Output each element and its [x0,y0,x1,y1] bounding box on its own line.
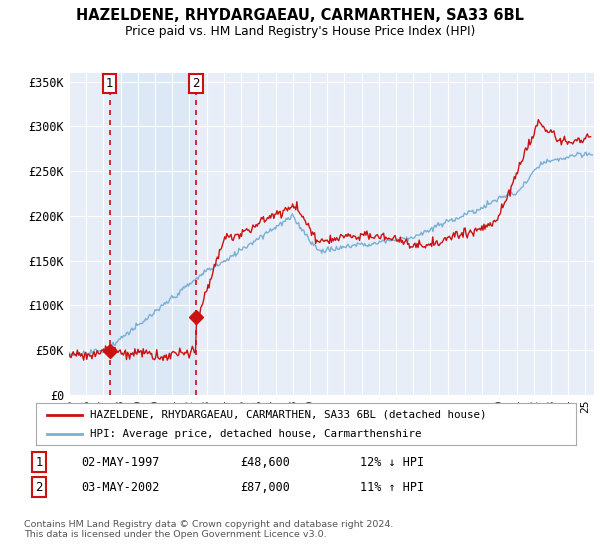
Text: 2: 2 [192,77,200,90]
Text: 1: 1 [35,455,43,469]
Text: Contains HM Land Registry data © Crown copyright and database right 2024.
This d: Contains HM Land Registry data © Crown c… [24,520,394,539]
Text: HAZELDENE, RHYDARGAEAU, CARMARTHEN, SA33 6BL: HAZELDENE, RHYDARGAEAU, CARMARTHEN, SA33… [76,8,524,24]
Text: Price paid vs. HM Land Registry's House Price Index (HPI): Price paid vs. HM Land Registry's House … [125,25,475,38]
Text: £87,000: £87,000 [240,480,290,494]
Text: HAZELDENE, RHYDARGAEAU, CARMARTHEN, SA33 6BL (detached house): HAZELDENE, RHYDARGAEAU, CARMARTHEN, SA33… [90,409,487,419]
Bar [110,73,196,395]
Text: 02-MAY-1997: 02-MAY-1997 [81,455,160,469]
Text: 03-MAY-2002: 03-MAY-2002 [81,480,160,494]
Text: HPI: Average price, detached house, Carmarthenshire: HPI: Average price, detached house, Carm… [90,429,421,439]
Text: £48,600: £48,600 [240,455,290,469]
Text: 11% ↑ HPI: 11% ↑ HPI [360,480,424,494]
Text: 2: 2 [35,480,43,494]
Text: 12% ↓ HPI: 12% ↓ HPI [360,455,424,469]
Text: 1: 1 [106,77,113,90]
